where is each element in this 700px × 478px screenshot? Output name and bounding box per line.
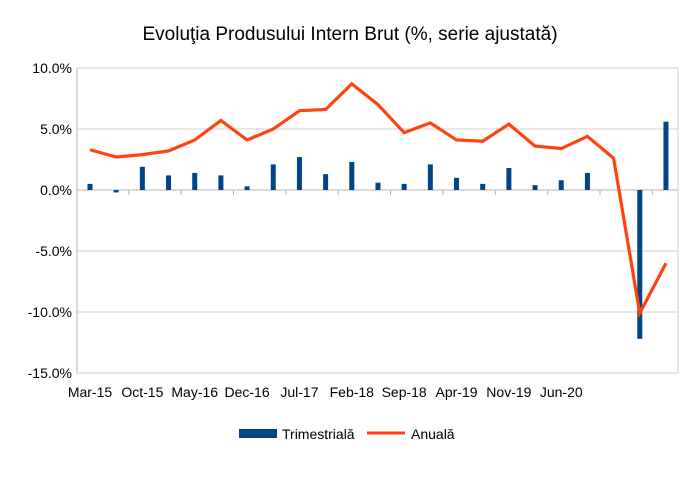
bar-trimestriala (585, 173, 590, 190)
bar-trimestriala (480, 184, 485, 190)
x-tick-label: Sep-18 (382, 384, 427, 400)
bar-trimestriala (166, 175, 171, 190)
x-tick-label: Jul-17 (280, 384, 318, 400)
legend: Trimestrială Anuală (239, 426, 455, 442)
line-anuala (90, 84, 666, 313)
y-tick-label: 10.0% (32, 60, 72, 76)
x-tick-label: Dec-16 (225, 384, 270, 400)
x-tick-label: May-16 (171, 384, 218, 400)
bar-trimestriala (323, 174, 328, 190)
bar-trimestriala (506, 168, 511, 190)
x-tick-label: Nov-19 (486, 384, 531, 400)
x-tick-label: Apr-19 (436, 384, 478, 400)
chart-title: Evoluţia Produsului Intern Brut (%, seri… (142, 24, 557, 45)
bar-trimestriala (559, 180, 564, 190)
legend-swatch-trimestriala (239, 429, 277, 438)
bar-trimestriala (271, 164, 276, 190)
bar-trimestriala (88, 184, 93, 190)
bar-trimestriala (140, 167, 145, 190)
y-tick-label: 5.0% (40, 121, 72, 137)
x-tick-label: Oct-15 (121, 384, 163, 400)
bar-trimestriala (402, 184, 407, 190)
bar-trimestriala (454, 178, 459, 190)
bar-trimestriala (375, 183, 380, 190)
bar-trimestriala (428, 164, 433, 190)
x-tick-label: Jun-20 (540, 384, 583, 400)
bar-trimestriala (245, 186, 250, 190)
bar-trimestriala (533, 185, 538, 190)
y-tick-label: -10.0% (28, 304, 72, 320)
legend-label-anuala: Anuală (411, 426, 455, 442)
bar-trimestriala (218, 175, 223, 190)
x-tick-label: Mar-15 (68, 384, 113, 400)
x-tick-label: Feb-18 (330, 384, 375, 400)
y-tick-label: 0.0% (40, 182, 72, 198)
bar-trimestriala (192, 173, 197, 190)
bar-trimestriala (663, 122, 668, 190)
bar-trimestriala (297, 157, 302, 190)
bar-trimestriala (114, 190, 119, 192)
bar-trimestriala (349, 162, 354, 190)
y-tick-label: -15.0% (28, 365, 72, 381)
y-tick-label: -5.0% (35, 243, 72, 259)
legend-label-trimestriala: Trimestrială (282, 426, 355, 442)
